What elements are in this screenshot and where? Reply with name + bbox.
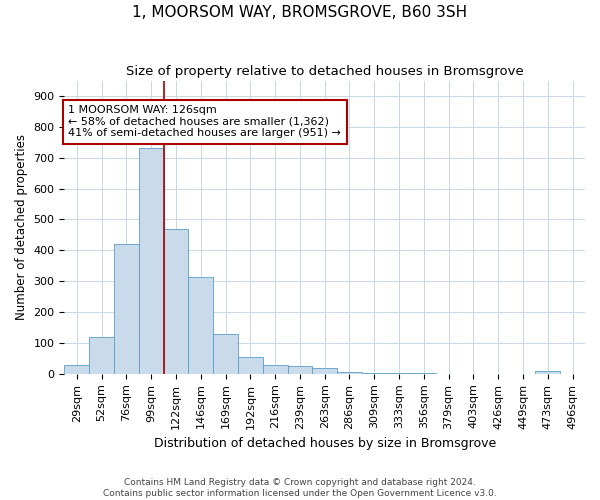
Bar (263, 364, 287, 374)
Bar (287, 366, 313, 374)
Bar (89, 337, 114, 374)
Bar (64, 364, 89, 374)
Bar (412, 373, 436, 374)
Bar (362, 372, 386, 374)
Bar (238, 357, 263, 374)
Bar (213, 334, 238, 374)
Text: 1, MOORSOM WAY, BROMSGROVE, B60 3SH: 1, MOORSOM WAY, BROMSGROVE, B60 3SH (133, 5, 467, 20)
Bar (535, 370, 560, 374)
Bar (188, 276, 213, 374)
Bar (337, 372, 362, 374)
Bar (139, 148, 164, 374)
X-axis label: Distribution of detached houses by size in Bromsgrove: Distribution of detached houses by size … (154, 437, 496, 450)
Bar (313, 368, 337, 374)
Title: Size of property relative to detached houses in Bromsgrove: Size of property relative to detached ho… (126, 65, 524, 78)
Text: Contains HM Land Registry data © Crown copyright and database right 2024.
Contai: Contains HM Land Registry data © Crown c… (103, 478, 497, 498)
Text: 1 MOORSOM WAY: 126sqm
← 58% of detached houses are smaller (1,362)
41% of semi-d: 1 MOORSOM WAY: 126sqm ← 58% of detached … (68, 106, 341, 138)
Bar (114, 244, 139, 374)
Bar (386, 373, 412, 374)
Y-axis label: Number of detached properties: Number of detached properties (15, 134, 28, 320)
Bar (164, 228, 188, 374)
